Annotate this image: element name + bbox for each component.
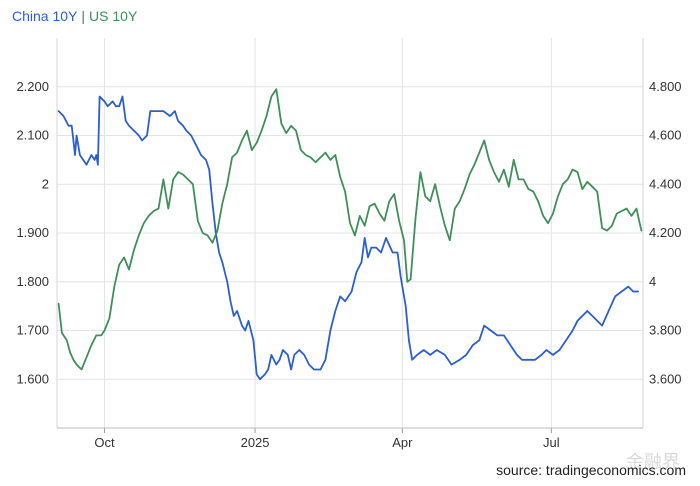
right-axis-tick-label: 4.400 <box>649 176 682 191</box>
china-10y-line <box>57 95 639 381</box>
left-axis-tick-label: 2.100 <box>16 128 49 143</box>
right-axis-tick-label: 4.200 <box>649 225 682 240</box>
x-axis-tick-label: Apr <box>392 435 413 450</box>
chart-ticks: 1.600 1.700 1.800 1.900 2 2.100 2.200 3.600 3.80… <box>16 79 681 450</box>
right-axis-tick-label: 4.600 <box>649 128 682 143</box>
left-axis-tick-label: 1.900 <box>16 225 49 240</box>
left-axis-tick-label: 2.200 <box>16 79 49 94</box>
legend-china: China 10Y <box>12 8 78 24</box>
x-axis-tick-label: 2025 <box>241 435 270 450</box>
right-axis-tick-label: 3.600 <box>649 371 682 386</box>
us-10y-line <box>57 88 643 371</box>
legend-separator: | <box>81 8 86 24</box>
watermark: 金融界 <box>626 452 680 473</box>
chart-lines <box>57 88 643 381</box>
chart-grid <box>57 38 643 428</box>
x-axis-tick-label: Jul <box>543 435 560 450</box>
left-axis-tick-label: 1.600 <box>16 371 49 386</box>
x-axis-tick-label: Oct <box>94 435 115 450</box>
right-axis-tick-label: 4 <box>649 274 656 289</box>
left-axis-tick-label: 1.800 <box>16 274 49 289</box>
right-axis-tick-label: 3.800 <box>649 323 682 338</box>
left-axis-tick-label: 2 <box>42 176 49 191</box>
source-label: source: tradingeconomics.com <box>496 462 686 478</box>
right-axis-tick-label: 4.800 <box>649 79 682 94</box>
legend: China 10Y | US 10Y <box>12 8 137 24</box>
chart-axes <box>56 38 644 433</box>
legend-us: US 10Y <box>89 8 138 24</box>
left-axis-tick-label: 1.700 <box>16 323 49 338</box>
